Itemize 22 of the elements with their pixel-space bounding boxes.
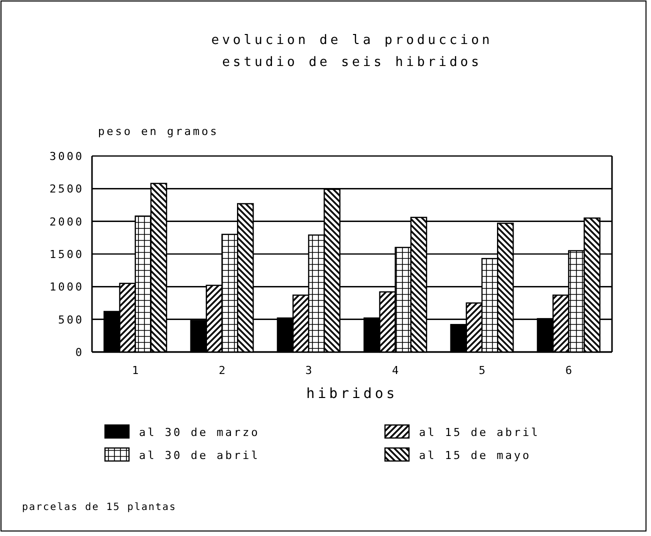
x-tick-label: 2 [218, 364, 226, 377]
x-tick-label: 5 [478, 364, 486, 377]
legend-label: al 15 de abril [419, 426, 540, 439]
legend-label: al 30 de abril [139, 449, 260, 462]
y-axis-title: peso en gramos [98, 125, 219, 138]
y-tick-label: 2500 [50, 182, 84, 196]
x-tick-label: 4 [392, 364, 400, 377]
x-tick-label: 3 [305, 364, 312, 377]
y-tick-label: 1500 [50, 248, 84, 261]
x-tick-label: 6 [565, 364, 572, 377]
y-tick-label: 2000 [50, 215, 84, 228]
legend-label: al 15 de mayo [419, 449, 532, 462]
x-tick-label: 1 [132, 364, 139, 377]
y-tick-label: 1000 [50, 280, 84, 294]
y-tick-label: 0 [75, 346, 84, 359]
chart-title: evolucion de la produccion [211, 33, 493, 48]
x-axis-title: hibridos [306, 386, 398, 402]
chart-subtitle: estudio de seis hibridos [222, 55, 482, 70]
legend-label: al 30 de marzo [139, 426, 260, 439]
y-tick-label: 3000 [50, 150, 84, 163]
text: parcelas de 15 plantas [22, 502, 176, 513]
y-tick-label: 500 [58, 313, 84, 326]
